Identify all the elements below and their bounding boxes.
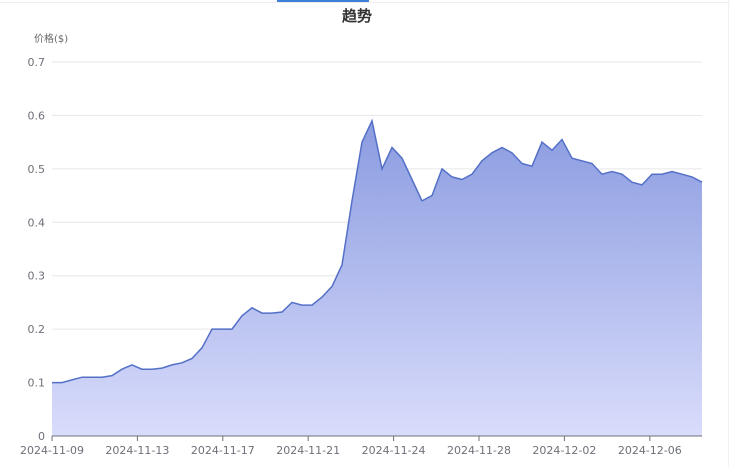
x-tick-label: 2024-12-02: [532, 444, 596, 457]
y-axis-label: 价格($): [34, 32, 68, 45]
chart-title: 趋势: [342, 7, 372, 25]
x-tick-label: 2024-11-09: [20, 444, 84, 457]
y-tick-label: 0.7: [28, 56, 46, 69]
y-tick-label: 0.3: [28, 270, 46, 283]
x-tick-label: 2024-11-28: [447, 444, 511, 457]
x-tick-label: 2024-11-21: [276, 444, 340, 457]
x-tick-label: 2024-11-17: [191, 444, 255, 457]
divider: [0, 2, 730, 3]
y-tick-label: 0.4: [28, 216, 46, 229]
y-tick-label: 0.2: [28, 323, 46, 336]
y-tick-label: 0: [38, 430, 45, 443]
y-tick-label: 0.5: [28, 163, 46, 176]
x-tick-label: 2024-12-06: [618, 444, 682, 457]
area-fill: [52, 120, 702, 437]
divider: [728, 0, 729, 467]
x-tick-label: 2024-11-24: [362, 444, 426, 457]
y-tick-label: 0.1: [28, 377, 46, 390]
x-tick-label: 2024-11-13: [105, 444, 169, 457]
y-tick-label: 0.6: [28, 109, 46, 122]
active-tab-indicator: [277, 0, 369, 2]
series-line: [52, 118, 703, 384]
